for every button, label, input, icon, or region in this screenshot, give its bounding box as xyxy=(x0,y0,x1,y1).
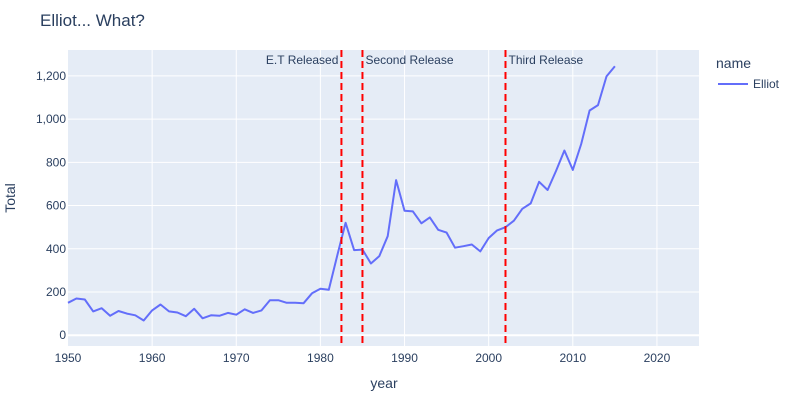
y-tick-label: 200 xyxy=(46,285,66,299)
x-tick-label: 1990 xyxy=(391,351,418,365)
y-tick-label: 0 xyxy=(59,328,66,342)
x-axis-label: year xyxy=(370,375,398,391)
y-tick-label: 1,000 xyxy=(36,112,66,126)
x-tick-label: 1980 xyxy=(307,351,334,365)
vertical-marker-label: Third Release xyxy=(508,53,583,67)
legend-title: name xyxy=(716,55,751,71)
legend: name Elliot xyxy=(716,55,780,91)
chart-title: Elliot... What? xyxy=(40,11,145,30)
grid xyxy=(68,50,699,346)
y-tick-label: 800 xyxy=(46,155,66,169)
y-tick-label: 600 xyxy=(46,199,66,213)
plot-area xyxy=(68,50,699,346)
x-tick-label: 2000 xyxy=(475,351,502,365)
x-tick-label: 1960 xyxy=(139,351,166,365)
x-tick-label: 1970 xyxy=(223,351,250,365)
annotation-layer: E.T Released Second Release Third Release xyxy=(266,50,584,346)
x-tick-label: 1950 xyxy=(55,351,82,365)
legend-entry: Elliot xyxy=(753,77,780,91)
vertical-marker-label: E.T Released xyxy=(266,53,339,67)
x-tick-label: 2010 xyxy=(559,351,586,365)
x-axis: 1950 1960 1970 1980 1990 2000 2010 2020 xyxy=(55,351,671,365)
y-axis: 0 200 400 600 800 1,000 1,200 xyxy=(36,69,66,342)
vertical-marker-label: Second Release xyxy=(365,53,453,67)
y-tick-label: 1,200 xyxy=(36,69,66,83)
x-tick-label: 2020 xyxy=(644,351,671,365)
y-tick-label: 400 xyxy=(46,242,66,256)
y-axis-label: Total xyxy=(2,183,18,213)
